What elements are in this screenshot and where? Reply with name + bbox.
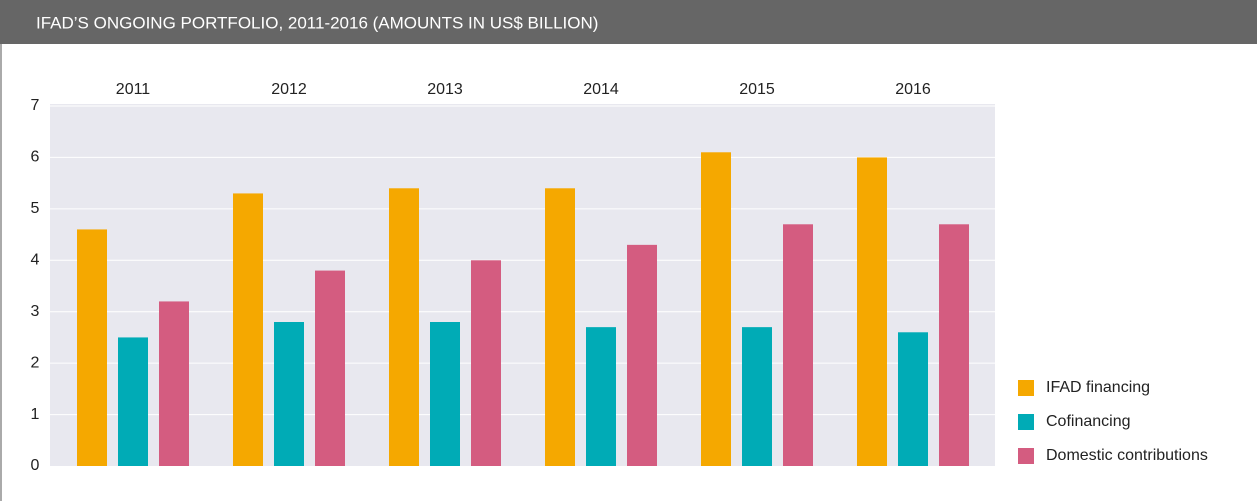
bar <box>159 301 189 466</box>
y-tick-label: 0 <box>31 457 40 474</box>
x-tick-label: 2014 <box>583 81 619 98</box>
bar <box>783 224 813 466</box>
header-band <box>0 0 1257 44</box>
y-tick-label: 4 <box>31 252 40 269</box>
bar <box>742 327 772 466</box>
x-tick-label: 2012 <box>271 81 307 98</box>
bar <box>701 152 731 467</box>
bar <box>233 193 263 466</box>
bar <box>939 224 969 466</box>
bar <box>274 322 304 466</box>
y-tick-label: 2 <box>31 354 40 371</box>
y-tick-label: 1 <box>31 406 40 423</box>
y-tick-label: 5 <box>31 200 40 217</box>
bar <box>77 229 107 466</box>
legend-label: Cofinancing <box>1046 413 1131 430</box>
x-tick-label: 2011 <box>116 81 151 98</box>
legend-swatch <box>1018 448 1034 464</box>
y-tick-label: 6 <box>31 149 40 166</box>
y-tick-label: 3 <box>31 303 40 320</box>
bar <box>389 188 419 467</box>
legend-label: IFAD financing <box>1046 379 1150 396</box>
bar <box>471 260 501 466</box>
legend-swatch <box>1018 414 1034 430</box>
bar <box>898 332 928 466</box>
chart-title: IFAD’S ONGOING PORTFOLIO, 2011-2016 (AMO… <box>36 13 598 32</box>
plot-area <box>50 104 995 466</box>
bar <box>627 244 657 466</box>
bar <box>315 270 345 466</box>
bar <box>545 188 575 467</box>
x-tick-label: 2013 <box>427 81 463 98</box>
legend-swatch <box>1018 380 1034 396</box>
bar <box>586 327 616 466</box>
x-tick-label: 2016 <box>895 81 931 98</box>
y-tick-label: 7 <box>31 97 40 114</box>
bar <box>118 337 148 466</box>
x-tick-label: 2015 <box>739 81 775 98</box>
bar <box>430 322 460 466</box>
bar <box>857 157 887 466</box>
legend-label: Domestic contributions <box>1046 447 1208 464</box>
